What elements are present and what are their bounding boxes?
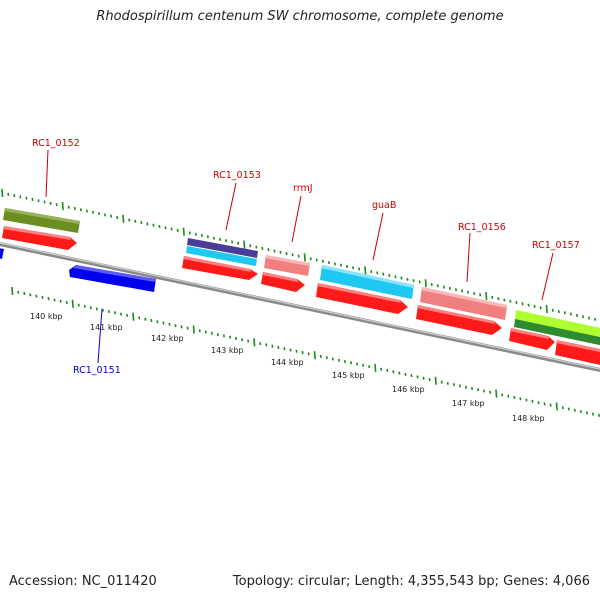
- major-tick: [495, 389, 498, 398]
- major-tick: [243, 240, 246, 249]
- major-tick: [132, 312, 135, 321]
- scale-label-142: 142 kbp: [151, 334, 184, 343]
- gene-feature-rrmj[interactable]: [261, 255, 310, 292]
- major-tick: [374, 363, 377, 373]
- scale-labels: 140 kbp 141 kbp 142 kbp 143 kbp 144 kbp …: [30, 312, 545, 423]
- major-tick: [313, 351, 316, 360]
- scale-label-144: 144 kbp: [271, 358, 304, 367]
- gene-label-guab[interactable]: guaB: [372, 200, 396, 211]
- major-tick: [555, 402, 558, 411]
- scale-label-148: 148 kbp: [512, 414, 545, 423]
- scale-label-147: 147 kbp: [452, 399, 485, 408]
- gene-label-rc1-0153[interactable]: RC1_0153: [213, 170, 261, 181]
- scale-label-141: 141 kbp: [90, 323, 123, 332]
- major-tick: [253, 338, 256, 347]
- major-tick: [192, 325, 195, 334]
- page-title: Rhodospirillum centenum SW chromosome, c…: [96, 9, 504, 24]
- major-tick: [11, 286, 14, 296]
- gene-feature-left-edge[interactable]: [0, 248, 4, 259]
- major-tick: [122, 214, 125, 223]
- gene-feature-guab[interactable]: [316, 265, 414, 314]
- gene-feature-rc1-0157[interactable]: [509, 310, 600, 366]
- major-tick: [434, 376, 437, 385]
- gene-label-rc1-0157[interactable]: RC1_0157: [532, 240, 580, 251]
- major-tick: [182, 227, 185, 236]
- chromosome-backbone: [0, 242, 600, 372]
- gene-features: [0, 208, 600, 366]
- scale-label-143: 143 kbp: [211, 346, 244, 355]
- gene-label-rc1-0152[interactable]: RC1_0152: [32, 138, 80, 149]
- scale-label-140: 140 kbp: [30, 312, 63, 321]
- major-tick: [1, 188, 4, 198]
- gene-feature-rc1-0152[interactable]: [2, 208, 80, 250]
- gene-feature-rc1-0156[interactable]: [416, 287, 507, 335]
- lower-tick-row: [11, 286, 600, 417]
- major-tick: [485, 292, 488, 301]
- upper-tick-row: [1, 188, 597, 321]
- genome-summary-text: Topology: circular; Length: 4,355,543 bp…: [232, 574, 590, 589]
- gene-label-rc1-0156[interactable]: RC1_0156: [458, 222, 506, 233]
- major-tick: [545, 304, 548, 314]
- major-tick: [71, 299, 74, 308]
- gene-label-rc1-0151[interactable]: RC1_0151: [73, 365, 121, 376]
- label-leaders: [45, 149, 554, 364]
- major-tick: [364, 266, 367, 275]
- major-tick: [61, 201, 64, 210]
- gene-label-rrmj[interactable]: rrmJ: [293, 183, 313, 194]
- major-tick: [303, 253, 306, 262]
- scale-label-145: 145 kbp: [332, 371, 365, 380]
- gene-labels: RC1_0152 RC1_0151 RC1_0153 rrmJ guaB RC1…: [32, 138, 580, 376]
- gene-feature-rc1-0151[interactable]: [69, 265, 156, 292]
- scale-label-146: 146 kbp: [392, 385, 425, 394]
- gene-feature-rc1-0153[interactable]: [182, 238, 258, 280]
- accession-text: Accession: NC_011420: [9, 574, 157, 589]
- major-tick: [424, 279, 427, 288]
